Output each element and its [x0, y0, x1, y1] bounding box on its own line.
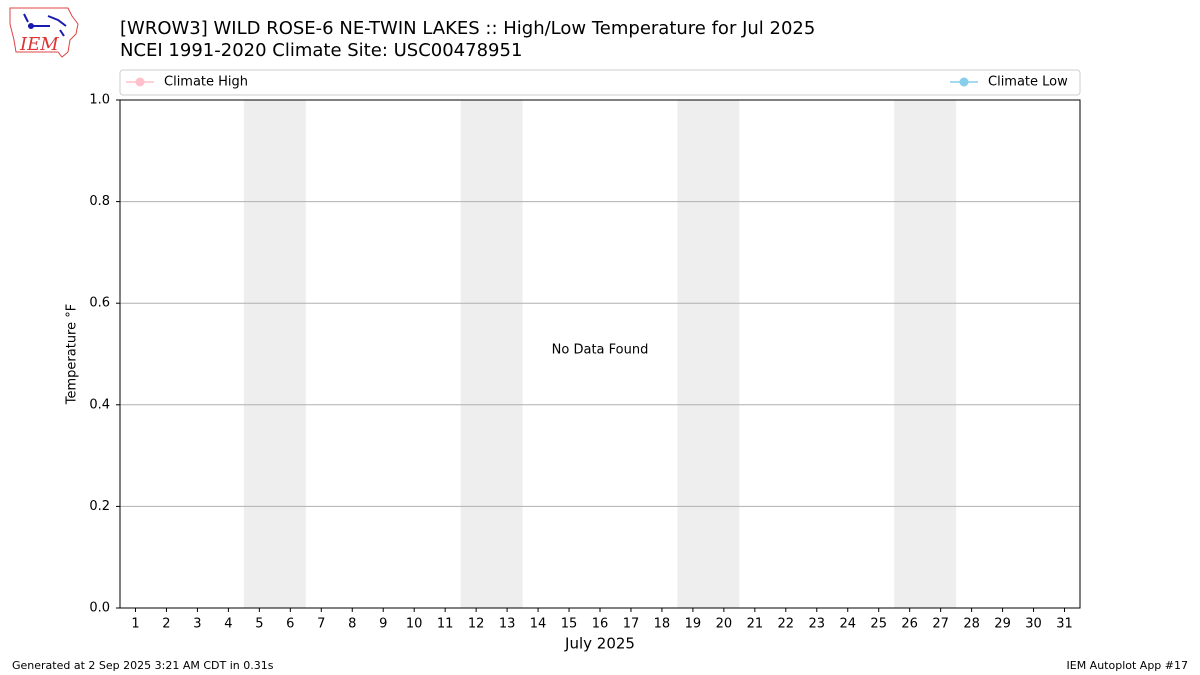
x-tick-label: 22: [778, 617, 795, 632]
footer-left: Generated at 2 Sep 2025 3:21 AM CDT in 0…: [12, 659, 274, 672]
x-tick-label: 21: [747, 617, 764, 632]
x-axis-label: July 2025: [564, 635, 635, 653]
x-tick-label: 5: [255, 617, 263, 632]
legend-marker: [135, 77, 145, 87]
x-tick-label: 16: [592, 617, 609, 632]
weekend-band: [894, 100, 957, 608]
annotation: No Data Found: [552, 343, 649, 358]
x-tick-label: 14: [530, 617, 547, 632]
y-tick-label: 0.0: [89, 601, 110, 616]
x-tick-label: 2: [162, 617, 170, 632]
x-tick-label: 13: [499, 617, 516, 632]
logo-map: [9, 7, 79, 58]
x-tick-label: 6: [286, 617, 294, 632]
y-tick-label: 0.6: [89, 296, 110, 311]
x-tick-label: 19: [685, 617, 702, 632]
logo-text: IEM: [19, 34, 59, 55]
legend-label: Climate High: [164, 75, 248, 90]
x-tick-label: 28: [963, 617, 980, 632]
weekend-band: [460, 100, 523, 608]
x-tick-label: 30: [1025, 617, 1042, 632]
x-tick-label: 3: [193, 617, 201, 632]
y-tick-label: 0.8: [89, 194, 110, 209]
x-tick-label: 17: [623, 617, 640, 632]
chart-title: [WROW3] WILD ROSE-6 NE-TWIN LAKES :: Hig…: [120, 18, 815, 39]
x-tick-label: 10: [406, 617, 423, 632]
x-tick-label: 29: [994, 617, 1011, 632]
legend-box: [119, 69, 1081, 96]
footer-right: IEM Autoplot App #17: [1067, 659, 1189, 672]
x-tick-label: 12: [468, 617, 485, 632]
x-tick-label: 25: [870, 617, 887, 632]
x-tick-label: 15: [561, 617, 578, 632]
y-axis-label: Temperature °F: [65, 304, 80, 405]
weekend-band: [243, 100, 306, 608]
x-tick-label: 1: [131, 617, 139, 632]
x-tick-label: 26: [901, 617, 918, 632]
logo-dot: [28, 23, 34, 29]
x-tick-label: 20: [716, 617, 733, 632]
y-tick-label: 0.4: [89, 397, 110, 412]
y-tick-label: 0.2: [89, 499, 110, 514]
weekend-band: [677, 100, 740, 608]
logo: IEM: [9, 7, 79, 58]
x-tick-label: 9: [379, 617, 387, 632]
x-tick-label: 27: [932, 617, 949, 632]
x-tick-label: 31: [1056, 617, 1073, 632]
chart-subtitle: NCEI 1991-2020 Climate Site: USC00478951: [120, 40, 522, 61]
plot-frame: [119, 99, 1081, 609]
x-tick-label: 4: [224, 617, 232, 632]
x-tick-label: 11: [437, 617, 454, 632]
x-tick-label: 23: [809, 617, 826, 632]
x-tick-label: 18: [654, 617, 671, 632]
legend-label: Climate Low: [988, 75, 1068, 90]
x-tick-label: 7: [317, 617, 325, 632]
x-tick-label: 8: [348, 617, 356, 632]
y-tick-label: 1.0: [89, 93, 110, 108]
legend-marker: [959, 77, 969, 87]
logo-lines: [23, 13, 67, 37]
x-tick-label: 24: [839, 617, 856, 632]
